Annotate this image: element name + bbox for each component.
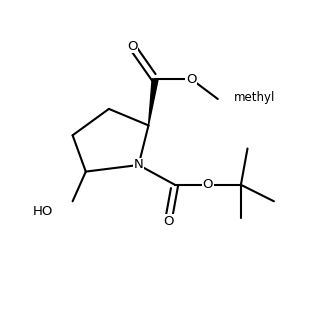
Text: methyl: methyl <box>234 91 276 104</box>
Text: HO: HO <box>33 205 53 218</box>
Text: O: O <box>127 40 137 53</box>
Polygon shape <box>148 79 158 125</box>
Text: O: O <box>203 178 213 191</box>
Text: N: N <box>134 158 144 172</box>
Text: O: O <box>186 73 197 86</box>
Text: O: O <box>163 214 174 228</box>
